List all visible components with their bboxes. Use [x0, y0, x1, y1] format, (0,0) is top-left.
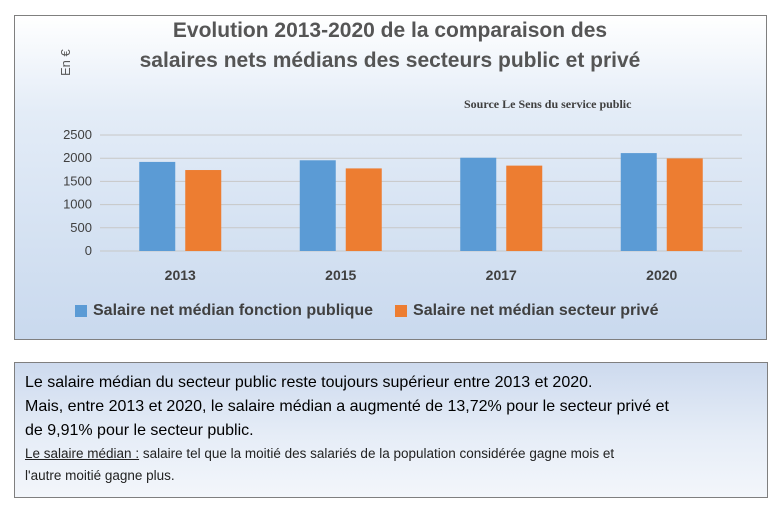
y-tick-label: 2500 [63, 127, 92, 142]
legend-item-public: Salaire net médian fonction publique [75, 302, 373, 320]
commentary-line-1: Le salaire médian du secteur public rest… [25, 374, 593, 391]
bar-chart: 2500 2000 1500 1000 500 0 2013 2015 2017 2020 [63, 127, 742, 283]
y-tick-label: 1000 [63, 197, 92, 212]
bar-private-2015 [345, 168, 382, 251]
bar-public-2015 [299, 160, 336, 251]
legend-swatch-private [395, 305, 408, 317]
chart-legend: Salaire net médian fonction publique Sal… [75, 302, 680, 320]
commentary-box: Le salaire médian du secteur public rest… [14, 362, 768, 498]
bar-public-2017 [460, 157, 497, 251]
chart-source: Source Le Sens du service public [464, 97, 632, 111]
legend-label-public: Salaire net médian fonction publique [93, 302, 374, 319]
commentary-line-3: de 9,91% pour le secteur public. [25, 422, 254, 439]
y-tick-label: 2000 [63, 150, 92, 165]
y-tick-label: 500 [70, 220, 92, 235]
commentary-line-2: Mais, entre 2013 et 2020, le salaire méd… [25, 398, 669, 415]
legend-item-private: Salaire net médian secteur privé [395, 302, 658, 320]
definition-line-1: Le salaire médian : salaire tel que la m… [25, 443, 757, 465]
chart-title: Evolution 2013-2020 de la comparaison de… [0, 16, 780, 76]
bar-public-2020 [620, 153, 657, 251]
definition-term: Le salaire médian : [25, 446, 140, 461]
y-tick-label: 0 [85, 243, 92, 258]
bar-public-2013 [139, 161, 176, 251]
x-tick-label: 2020 [646, 267, 677, 283]
x-tick-label: 2013 [165, 267, 196, 283]
x-tick-label: 2015 [325, 267, 356, 283]
bar-private-2013 [185, 170, 222, 251]
bar-private-2020 [666, 158, 703, 251]
x-tick-label: 2017 [486, 267, 517, 283]
bar-private-2017 [506, 165, 543, 251]
y-tick-label: 1500 [63, 173, 92, 188]
chart-title-line-1: Evolution 2013-2020 de la comparaison de… [172, 19, 608, 42]
definition-text: salaire tel que la moitié des salariés d… [139, 446, 615, 461]
legend-label-private: Salaire net médian secteur privé [413, 302, 659, 319]
definition-line-2: l'autre moitié gagne plus. [25, 468, 175, 483]
chart-title-line-2: salaires nets médians des secteurs publi… [139, 49, 641, 72]
legend-swatch-public [75, 305, 87, 317]
